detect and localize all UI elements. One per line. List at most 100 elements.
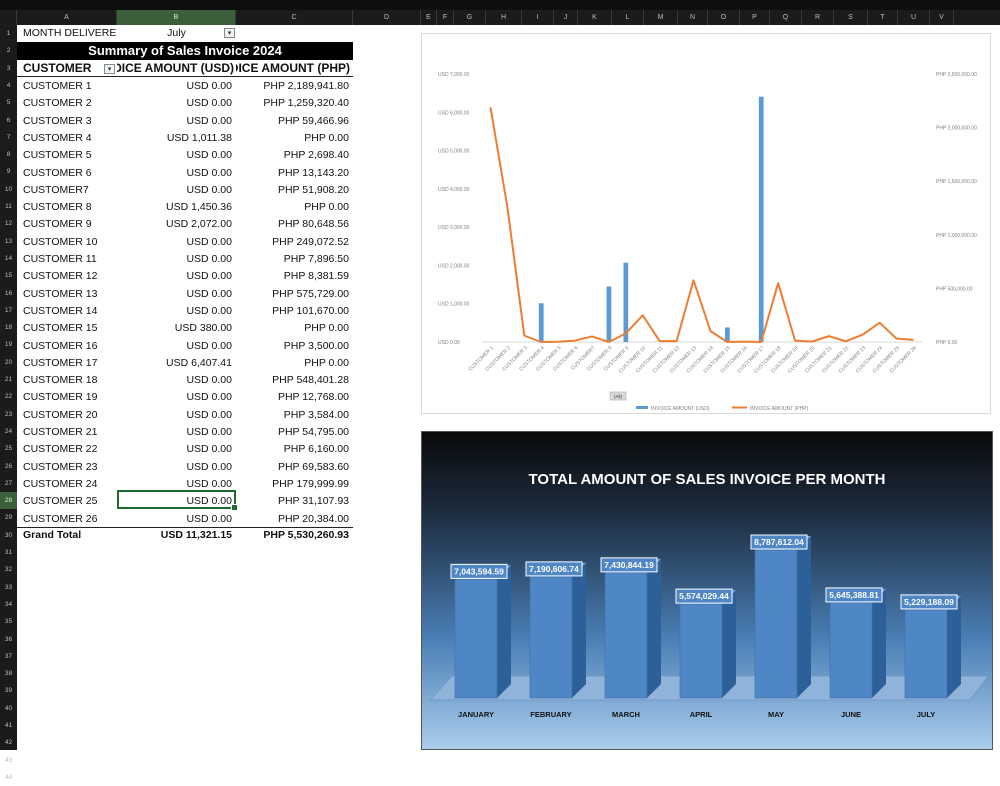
usd-cell[interactable]: USD 0.00 <box>186 374 232 387</box>
php-cell[interactable]: PHP 1,259,320.40 <box>263 97 349 110</box>
row-header-14[interactable]: 14 <box>4 254 13 262</box>
usd-cell[interactable]: USD 0.00 <box>186 287 232 300</box>
row-header-35[interactable]: 35 <box>4 618 13 626</box>
customer-cell[interactable]: CUSTOMER 22 <box>23 443 98 456</box>
php-cell[interactable]: PHP 101,670.00 <box>272 304 349 317</box>
header-php[interactable]: INVOICE AMOUNT (PHP) <box>236 60 353 77</box>
usd-cell[interactable]: USD 0.00 <box>186 512 232 525</box>
usd-cell[interactable]: USD 0.00 <box>186 80 232 92</box>
row-header-37[interactable]: 37 <box>4 652 13 660</box>
header-customer[interactable]: CUSTOMER <box>17 60 117 77</box>
row-header-15[interactable]: 15 <box>4 272 13 280</box>
row-header-36[interactable]: 36 <box>4 635 13 643</box>
customer-cell[interactable]: CUSTOMER 18 <box>23 374 98 387</box>
customer-cell[interactable]: CUSTOMER 23 <box>23 460 98 473</box>
usd-cell[interactable]: USD 0.00 <box>186 339 232 352</box>
column-header-h[interactable]: H <box>486 10 522 25</box>
row-header-5[interactable]: 5 <box>6 99 11 107</box>
column-header-p[interactable]: P <box>740 10 770 25</box>
usd-cell[interactable]: USD 0.00 <box>186 443 232 456</box>
row-header-9[interactable]: 9 <box>6 168 11 176</box>
php-cell[interactable]: PHP 31,107.93 <box>277 495 349 508</box>
customer-cell[interactable]: CUSTOMER 1 <box>23 80 92 92</box>
row-header-20[interactable]: 20 <box>4 358 13 366</box>
row-header-17[interactable]: 17 <box>4 306 13 314</box>
customer-cell[interactable]: CUSTOMER 24 <box>23 477 98 490</box>
usd-cell[interactable]: USD 0.00 <box>186 235 232 248</box>
customer-cell[interactable]: CUSTOMER 19 <box>23 391 98 404</box>
customer-cell[interactable]: CUSTOMER 2 <box>23 97 92 110</box>
active-cell[interactable] <box>117 490 238 511</box>
php-cell[interactable]: PHP 6,160.00 <box>283 443 349 456</box>
column-header-v[interactable]: V <box>930 10 954 25</box>
row-header-24[interactable]: 24 <box>4 427 13 435</box>
row-header-31[interactable]: 31 <box>4 549 13 556</box>
php-cell[interactable]: PHP 2,698.40 <box>283 149 349 162</box>
customer-cell[interactable]: CUSTOMER 21 <box>23 426 98 438</box>
column-header-i[interactable]: I <box>522 10 554 25</box>
row-header-43[interactable]: 43 <box>4 756 13 764</box>
php-cell[interactable]: PHP 0.00 <box>304 322 349 335</box>
row-header-26[interactable]: 26 <box>4 462 13 470</box>
customer-cell[interactable]: CUSTOMER 25 <box>23 495 98 508</box>
column-header-q[interactable]: Q <box>770 10 802 25</box>
row-header-25[interactable]: 25 <box>4 445 13 453</box>
row-header-39[interactable]: 39 <box>4 687 13 695</box>
customer-cell[interactable]: CUSTOMER 15 <box>23 322 98 335</box>
row-header-7[interactable]: 7 <box>6 133 11 141</box>
column-header-e[interactable]: E <box>421 10 437 25</box>
usd-cell[interactable]: USD 0.00 <box>186 166 232 179</box>
fill-handle[interactable] <box>231 504 238 511</box>
customer-cell[interactable]: CUSTOMER 5 <box>23 149 92 162</box>
usd-cell[interactable]: USD 0.00 <box>186 460 232 473</box>
header-usd[interactable]: INVOICE AMOUNT (USD) <box>117 60 236 77</box>
customer-cell[interactable]: CUSTOMER 13 <box>23 287 98 300</box>
row-header-28[interactable]: 28 <box>0 492 17 510</box>
row-header-38[interactable]: 38 <box>4 670 13 678</box>
customer-cell[interactable]: CUSTOMER 26 <box>23 512 98 525</box>
row-header-8[interactable]: 8 <box>6 151 11 159</box>
php-cell[interactable]: PHP 548,401.28 <box>272 374 349 387</box>
column-header-m[interactable]: M <box>644 10 678 25</box>
row-header-13[interactable]: 13 <box>4 237 13 245</box>
row-header-19[interactable]: 19 <box>4 341 13 349</box>
column-header-l[interactable]: L <box>612 10 644 25</box>
php-cell[interactable]: PHP 3,500.00 <box>283 339 349 352</box>
row-headers[interactable]: 1 2 3 4 5 6 7 8 9 10 11 12 13 14 15 16 17 18 19 20 21 22 23 24 2… <box>0 25 17 781</box>
php-cell[interactable]: PHP 2,189,941.80 <box>263 80 349 92</box>
column-header-j[interactable]: J <box>554 10 578 25</box>
usd-cell[interactable]: USD 1,450.36 <box>166 201 232 214</box>
php-cell[interactable]: PHP 179,999.99 <box>272 477 349 490</box>
customer-cell[interactable]: CUSTOMER 16 <box>23 339 98 352</box>
usd-cell[interactable]: USD 0.00 <box>186 391 232 404</box>
php-cell[interactable]: PHP 20,384.00 <box>277 512 349 525</box>
php-cell[interactable]: PHP 249,072.52 <box>272 235 349 248</box>
customer-cell[interactable]: CUSTOMER 17 <box>23 356 98 369</box>
column-header-o[interactable]: O <box>708 10 740 25</box>
usd-cell[interactable]: USD 0.00 <box>186 270 232 283</box>
column-header-a[interactable]: A <box>17 10 117 25</box>
usd-cell[interactable]: USD 0.00 <box>186 495 232 508</box>
row-header-22[interactable]: 22 <box>4 393 13 401</box>
row-header-34[interactable]: 34 <box>4 600 13 608</box>
php-cell[interactable]: PHP 13,143.20 <box>277 166 349 179</box>
column-header-g[interactable]: G <box>454 10 486 25</box>
row-header-4[interactable]: 4 <box>6 81 11 89</box>
php-cell[interactable]: PHP 7,896.50 <box>283 253 349 265</box>
monthly-invoice-chart[interactable]: TOTAL AMOUNT OF SALES INVOICE PER MONTH 7… <box>421 431 993 750</box>
usd-cell[interactable]: USD 0.00 <box>186 477 232 490</box>
usd-cell[interactable]: USD 380.00 <box>174 322 232 335</box>
php-cell[interactable]: PHP 51,908.20 <box>277 183 349 196</box>
row-header-23[interactable]: 23 <box>4 410 13 418</box>
row-header-12[interactable]: 12 <box>4 220 13 228</box>
row-header-42[interactable]: 42 <box>4 739 13 747</box>
column-header-n[interactable]: N <box>678 10 708 25</box>
php-cell[interactable]: PHP 8,381.59 <box>283 270 349 283</box>
row-header-3[interactable]: 3 <box>6 64 11 72</box>
row-header-29[interactable]: 29 <box>4 514 13 522</box>
php-cell[interactable]: PHP 0.00 <box>304 356 349 369</box>
usd-cell[interactable]: USD 1,011.38 <box>166 131 232 144</box>
column-header-r[interactable]: R <box>802 10 834 25</box>
php-cell[interactable]: PHP 0.00 <box>304 131 349 144</box>
